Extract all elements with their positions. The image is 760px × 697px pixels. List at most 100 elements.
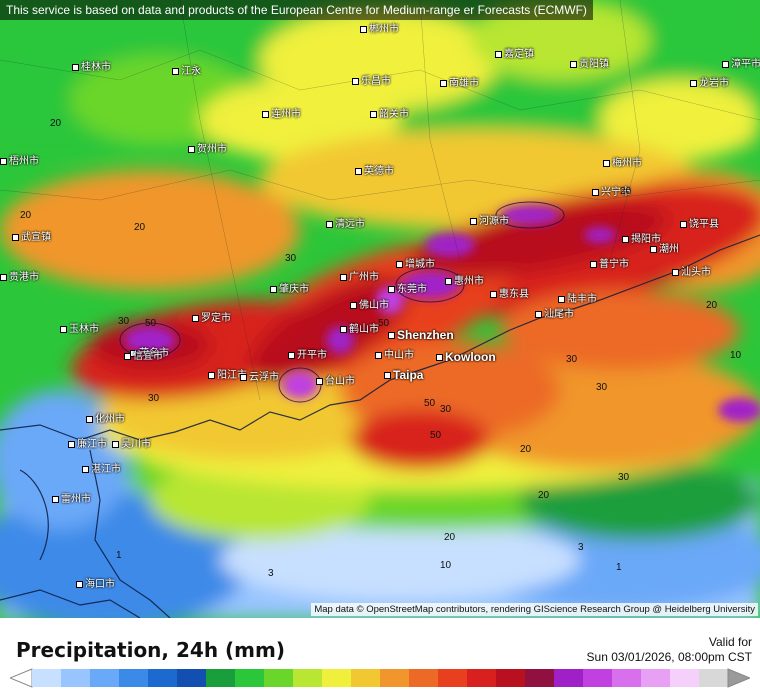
city-label: 武宣镇 — [12, 228, 51, 243]
city-label: 吴川市 — [112, 435, 151, 450]
contour-value-label: 20 — [50, 118, 62, 129]
city-marker-icon — [470, 217, 477, 225]
city-name: 阳江市 — [217, 370, 247, 381]
color-scale-bar — [10, 668, 750, 688]
city-marker-icon — [124, 352, 131, 360]
city-label: 汕头市 — [672, 263, 711, 278]
city-label: 东莞市 — [388, 280, 427, 295]
scale-swatch — [496, 669, 526, 687]
scale-swatch — [148, 669, 178, 687]
city-name: 河源市 — [479, 216, 509, 227]
city-name: 吴川市 — [121, 439, 151, 450]
city-name: 开平市 — [297, 350, 327, 361]
precipitation-map[interactable]: This service is based on data and produc… — [0, 0, 760, 618]
scale-swatch — [554, 669, 584, 687]
ecmwf-disclaimer: This service is based on data and produc… — [0, 0, 593, 20]
scale-swatch — [119, 669, 149, 687]
city-label: 台山市 — [316, 372, 355, 387]
city-label: 韶关市 — [370, 105, 409, 120]
city-name: Shenzhen — [397, 328, 454, 342]
city-label: 玉林市 — [60, 320, 99, 335]
city-marker-icon — [192, 314, 199, 322]
city-marker-icon — [12, 233, 19, 241]
scale-swatch — [670, 669, 700, 687]
city-label: 漳平市 — [722, 55, 760, 70]
city-marker-icon — [440, 79, 447, 87]
city-name: 饶平县 — [689, 219, 719, 230]
scale-swatch — [612, 669, 642, 687]
city-label: 潮州 — [650, 240, 679, 255]
city-name: 嘉定镇 — [504, 49, 534, 60]
contour-value-label: 10 — [440, 560, 452, 571]
city-name: 化州市 — [95, 414, 125, 425]
city-name: 罗定市 — [201, 313, 231, 324]
scale-swatch — [293, 669, 323, 687]
city-marker-icon — [445, 277, 452, 285]
city-marker-icon — [60, 325, 67, 333]
contour-value-label: 30 — [285, 253, 297, 264]
city-marker-icon — [72, 63, 79, 71]
city-marker-icon — [690, 79, 697, 87]
city-label: 惠东县 — [490, 285, 529, 300]
contour-value-label: 10 — [730, 350, 742, 361]
contour-value-label: 30 — [118, 316, 130, 327]
contour-value-label: 50 — [145, 318, 157, 329]
contour-value-label: 20 — [134, 222, 146, 233]
city-label: 化州市 — [86, 410, 125, 425]
city-name: 海口市 — [85, 579, 115, 590]
city-marker-icon — [68, 440, 75, 448]
contour-value-label: 20 — [706, 300, 718, 311]
city-marker-icon — [340, 273, 347, 281]
scale-swatch — [177, 669, 207, 687]
legend-title: Precipitation, 24h (mm) — [16, 638, 285, 662]
city-marker-icon — [388, 332, 395, 340]
city-label: 贵港市 — [0, 268, 39, 283]
city-name: 普宁市 — [599, 259, 629, 270]
city-label: 鹤山市 — [340, 320, 379, 335]
city-marker-icon — [603, 159, 610, 167]
city-name: 广州市 — [349, 272, 379, 283]
scale-swatch — [699, 669, 729, 687]
city-marker-icon — [52, 495, 59, 503]
scale-swatch — [264, 669, 294, 687]
scale-max-arrow — [727, 668, 750, 688]
scale-swatch — [32, 669, 62, 687]
city-name: Taipa — [393, 368, 424, 382]
city-label: 贡阳镇 — [570, 55, 609, 70]
city-label: 肇庆市 — [270, 280, 309, 295]
contour-value-label: 30 — [148, 393, 160, 404]
city-marker-icon — [650, 245, 657, 253]
city-label: 梧州市 — [0, 152, 39, 167]
contour-value-label: 30 — [596, 382, 608, 393]
city-name: 茂名市 — [139, 348, 169, 359]
contour-value-label: 20 — [20, 210, 32, 221]
city-marker-icon — [188, 145, 195, 153]
map-attribution[interactable]: Map data © OpenStreetMap contributors, r… — [311, 603, 758, 616]
city-name: 连州市 — [271, 109, 301, 120]
scale-swatch — [380, 669, 410, 687]
scale-swatch — [206, 669, 236, 687]
city-name: 贵港市 — [9, 272, 39, 283]
city-name: 信宜市 — [133, 351, 163, 362]
city-name: 东莞市 — [397, 284, 427, 295]
city-name: 汕头市 — [681, 267, 711, 278]
city-label: 惠州市 — [445, 272, 484, 287]
city-name: 梅州市 — [612, 158, 642, 169]
city-marker-icon — [490, 290, 497, 298]
city-marker-icon — [622, 235, 629, 243]
city-name: 惠东县 — [499, 289, 529, 300]
city-name: 湛江市 — [91, 464, 121, 475]
city-label: 陆丰市 — [558, 290, 597, 305]
city-marker-icon — [375, 351, 382, 359]
city-name: 贡阳镇 — [579, 59, 609, 70]
contour-value-label: 3 — [268, 568, 274, 579]
scale-swatch — [525, 669, 555, 687]
city-name: 陆丰市 — [567, 294, 597, 305]
city-name: 鹤山市 — [349, 324, 379, 335]
contour-value-label: 30 — [618, 472, 630, 483]
city-label: 开平市 — [288, 346, 327, 361]
scale-swatch — [641, 669, 671, 687]
city-marker-icon — [352, 77, 359, 85]
scale-swatch — [438, 669, 468, 687]
contour-value-label: 1 — [116, 550, 122, 561]
